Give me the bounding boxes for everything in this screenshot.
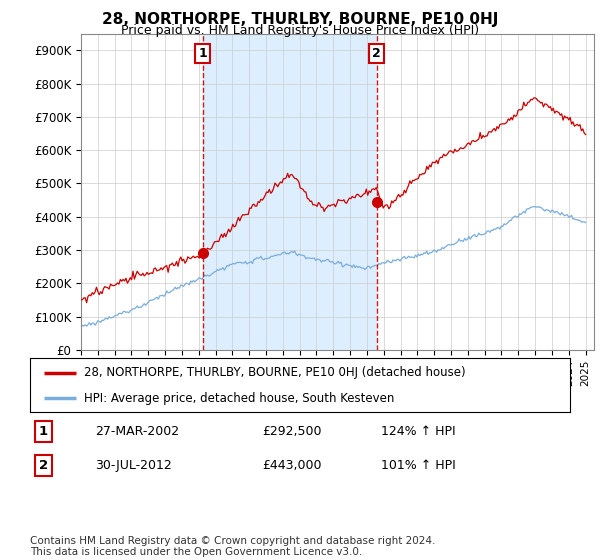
Text: 27-MAR-2002: 27-MAR-2002 xyxy=(95,425,179,438)
Text: Price paid vs. HM Land Registry's House Price Index (HPI): Price paid vs. HM Land Registry's House … xyxy=(121,24,479,37)
Text: £292,500: £292,500 xyxy=(262,425,322,438)
Bar xyxy=(203,34,377,350)
Text: 1: 1 xyxy=(198,47,207,60)
Text: £443,000: £443,000 xyxy=(262,459,322,472)
Text: 28, NORTHORPE, THURLBY, BOURNE, PE10 0HJ (detached house): 28, NORTHORPE, THURLBY, BOURNE, PE10 0HJ… xyxy=(84,366,466,379)
Text: Contains HM Land Registry data © Crown copyright and database right 2024.
This d: Contains HM Land Registry data © Crown c… xyxy=(30,535,436,557)
Text: 1: 1 xyxy=(39,425,48,438)
Text: 124% ↑ HPI: 124% ↑ HPI xyxy=(381,425,455,438)
Text: 2: 2 xyxy=(373,47,381,60)
Text: 101% ↑ HPI: 101% ↑ HPI xyxy=(381,459,456,472)
Text: HPI: Average price, detached house, South Kesteven: HPI: Average price, detached house, Sout… xyxy=(84,392,394,405)
Text: 28, NORTHORPE, THURLBY, BOURNE, PE10 0HJ: 28, NORTHORPE, THURLBY, BOURNE, PE10 0HJ xyxy=(102,12,498,27)
Text: 30-JUL-2012: 30-JUL-2012 xyxy=(95,459,172,472)
Text: 2: 2 xyxy=(39,459,48,472)
